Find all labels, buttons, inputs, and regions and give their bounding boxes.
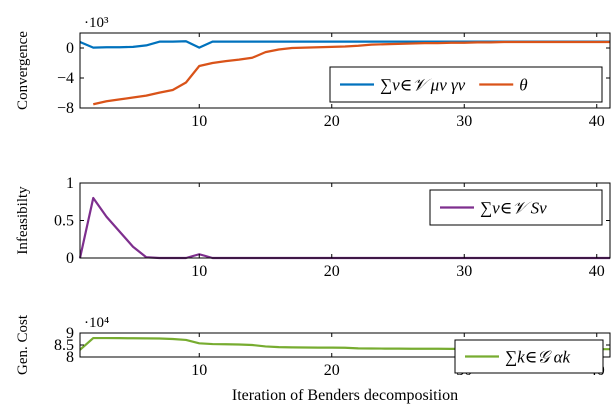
x-tick-label: 40 xyxy=(589,113,605,130)
y-tick-label: 8.5 xyxy=(54,337,74,354)
legend-box xyxy=(329,66,603,103)
y-tick-label: 0 xyxy=(66,250,74,267)
legend-label: θ xyxy=(519,76,527,95)
x-tick-label: 30 xyxy=(456,113,472,130)
axis-multiplier: ·10³ xyxy=(84,15,109,31)
y-axis-label: Gen. Cost xyxy=(15,314,31,375)
y-tick-label: −8 xyxy=(57,100,74,117)
x-axis-label: Iteration of Benders decomposition xyxy=(232,387,458,404)
y-tick-label: −4 xyxy=(57,70,74,87)
x-tick-label: 10 xyxy=(191,362,207,379)
legend-label: ∑k∈𝒢 αk xyxy=(505,348,571,367)
axes-frame-1 xyxy=(79,32,611,109)
y-axis-label: Convergence xyxy=(15,31,31,110)
x-tick-label: 10 xyxy=(191,263,207,280)
legend-label: ∑v∈𝒱 Sv xyxy=(480,199,547,218)
y-tick-label: 8 xyxy=(66,349,74,366)
x-tick-label: 10 xyxy=(191,113,207,130)
panel-2: 10 20 30 40 0 0.5 1 Infeasibilty ∑v∈𝒱 Sv xyxy=(15,175,611,280)
x-tick-label: 20 xyxy=(324,263,340,280)
legend-label: ∑v∈𝒱 μv γv xyxy=(380,76,466,95)
y-tick-label: 9 xyxy=(66,325,74,342)
y-tick-label: 0 xyxy=(66,40,74,57)
y-tick-label: 1 xyxy=(66,175,74,192)
y-tick-label: 0.5 xyxy=(54,213,74,230)
legend-box xyxy=(454,339,604,374)
x-tick-label: 30 xyxy=(456,263,472,280)
series-line-1-2 xyxy=(93,40,610,106)
x-tick-label: 20 xyxy=(324,362,340,379)
axis-multiplier: ·10⁴ xyxy=(84,315,109,331)
x-tick-label: 20 xyxy=(324,113,340,130)
y-axis-label: Infeasibilty xyxy=(15,186,31,255)
x-tick-label: 40 xyxy=(589,263,605,280)
panel-1: 10 20 30 40 −8 −4 0 Convergence ·10³ ∑v∈𝒱 μv γv θ xyxy=(15,15,611,130)
